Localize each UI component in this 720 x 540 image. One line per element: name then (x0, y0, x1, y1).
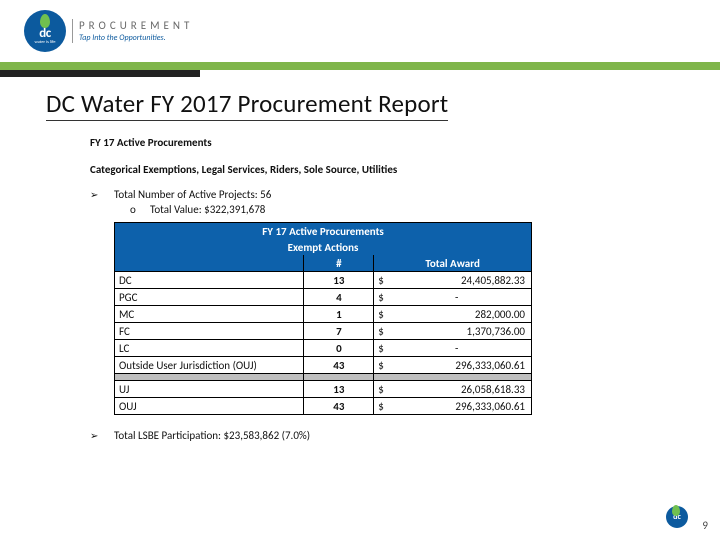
row-count: 0 (304, 340, 374, 357)
circle-bullet-icon: o (130, 203, 150, 216)
bullet-1-text: Total Number of Active Projects: 56 (114, 188, 630, 201)
subtitle-2: Categorical Exemptions, Legal Services, … (90, 163, 630, 176)
tap-tagline: Tap Into the Opportunities. (79, 33, 193, 43)
row-count: 4 (304, 289, 374, 306)
table-header-blank (115, 255, 304, 272)
row-label: LC (115, 340, 304, 357)
row-count: 13 (304, 272, 374, 289)
row-award: $1,370,736.00 (374, 323, 532, 340)
row-award: $296,333,060.61 (374, 398, 532, 415)
bullet-1-sub-text: Total Value: $322,391,678 (150, 203, 265, 216)
row-label: OUJ (115, 398, 304, 415)
header-green-bar (0, 62, 720, 70)
triangle-bullet-icon: ➢ (90, 429, 114, 442)
table-row: DC13$24,405,882.33 (115, 272, 532, 289)
table-row: Outside User Jurisdiction (OUJ)43$296,33… (115, 357, 532, 374)
bullet-active-projects: ➢ Total Number of Active Projects: 56 (90, 188, 630, 201)
bullet-2-text: Total LSBE Participation: $23,583,862 (7… (114, 429, 630, 442)
row-label: UJ (115, 381, 304, 398)
table-row: PGC4$- (115, 289, 532, 306)
table-header-line1: FY 17 Active Procurements (115, 223, 532, 240)
row-label: DC (115, 272, 304, 289)
bullet-lsbe: ➢ Total LSBE Participation: $23,583,862 … (90, 429, 630, 442)
triangle-bullet-icon: ➢ (90, 188, 114, 201)
table-row: UJ13$26,058,618.33 (115, 381, 532, 398)
table-row: LC0$- (115, 340, 532, 357)
row-award: $282,000.00 (374, 306, 532, 323)
dc-water-badge: dc water is life (24, 10, 66, 52)
droplet-icon (672, 505, 680, 516)
procurement-word: PROCUREMENT (79, 19, 193, 32)
table-header-award: Total Award (374, 255, 532, 272)
footer-logo: dc (666, 506, 692, 532)
page-title: DC Water FY 2017 Procurement Report (46, 88, 448, 121)
row-count: 43 (304, 398, 374, 415)
row-award: $26,058,618.33 (374, 381, 532, 398)
row-label: Outside User Jurisdiction (OUJ) (115, 357, 304, 374)
badge-tagline: water is life (35, 40, 56, 45)
procurements-table: FY 17 Active Procurements Exempt Actions… (114, 222, 532, 415)
row-award: $- (374, 340, 532, 357)
table-row: OUJ43$296,333,060.61 (115, 398, 532, 415)
bullet-total-value: o Total Value: $322,391,678 (130, 203, 630, 216)
row-count: 43 (304, 357, 374, 374)
row-count: 7 (304, 323, 374, 340)
table-separator-row (115, 374, 532, 381)
content-area: FY 17 Active Procurements Categorical Ex… (90, 136, 630, 444)
row-label: MC (115, 306, 304, 323)
row-count: 1 (304, 306, 374, 323)
subtitle-1: FY 17 Active Procurements (90, 136, 630, 149)
table-row: FC7$1,370,736.00 (115, 323, 532, 340)
logo-text-block: PROCUREMENT Tap Into the Opportunities. (72, 19, 193, 43)
table-header-line2: Exempt Actions (115, 239, 532, 255)
page-number: 9 (702, 519, 708, 532)
row-label: PGC (115, 289, 304, 306)
droplet-icon (40, 14, 50, 28)
row-award: $296,333,060.61 (374, 357, 532, 374)
row-label: FC (115, 323, 304, 340)
table-header-num: # (304, 255, 374, 272)
table-row: MC1$282,000.00 (115, 306, 532, 323)
row-award: $24,405,882.33 (374, 272, 532, 289)
row-count: 13 (304, 381, 374, 398)
row-award: $- (374, 289, 532, 306)
header-logo: dc water is life PROCUREMENT Tap Into th… (24, 10, 193, 52)
header-black-bar (0, 70, 200, 77)
